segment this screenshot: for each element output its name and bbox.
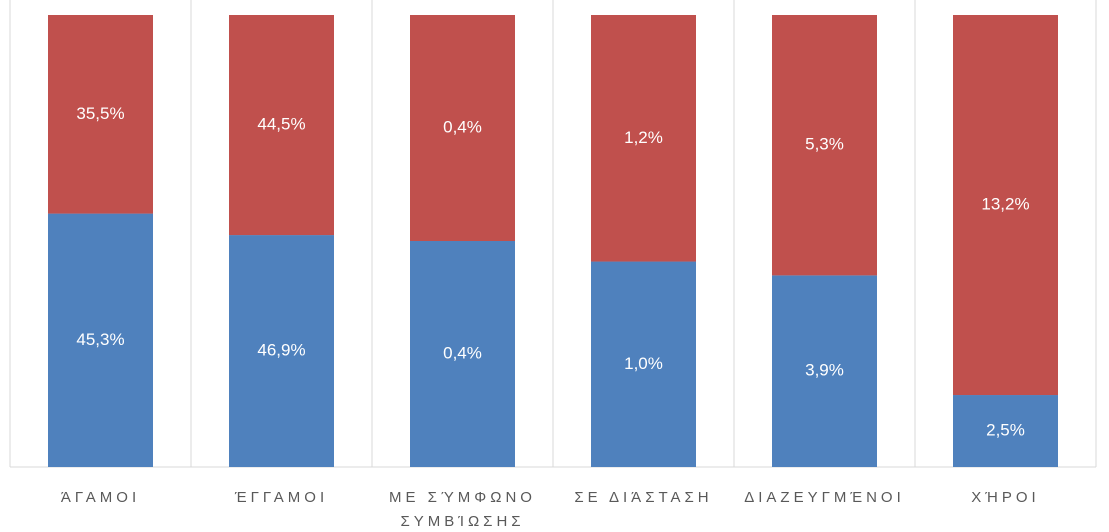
x-tick-label: ΆΓΑΜΟΙ <box>60 489 141 506</box>
bar-segment <box>229 235 334 467</box>
data-label: 44,5% <box>257 115 305 134</box>
data-label: 5,3% <box>805 135 844 154</box>
bar-segment <box>48 213 153 467</box>
data-label: 0,4% <box>443 343 482 362</box>
data-label: 13,2% <box>981 194 1029 213</box>
data-label: 35,5% <box>76 104 124 123</box>
bar-segment <box>591 15 696 262</box>
bar-segment <box>591 261 696 467</box>
bar-segment <box>410 241 515 467</box>
bar-segment <box>48 15 153 214</box>
bar-segment <box>229 15 334 236</box>
bar-segment <box>772 275 877 467</box>
bar-segment <box>410 15 515 241</box>
x-tick-label: ΣΕ ΔΙΆΣΤΑΣΗ <box>574 489 713 506</box>
data-label: 45,3% <box>76 330 124 349</box>
x-tick-label: ΧΉΡΟΙ <box>971 489 1040 506</box>
data-label: 1,2% <box>624 128 663 147</box>
x-tick-label: ΜΕ ΣΎΜΦΩΝΟ ΣΥΜΒΊΩΣΗΣ <box>389 489 536 530</box>
data-label: 0,4% <box>443 117 482 136</box>
x-tick-label: ΔΙΑΖΕΥΓΜΈΝΟΙ <box>744 489 905 506</box>
data-label: 2,5% <box>986 420 1025 439</box>
bar-segment <box>953 395 1058 467</box>
bar-segment <box>772 15 877 276</box>
bar-segment <box>953 15 1058 396</box>
x-tick-label: ΈΓΓΑΜΟΙ <box>234 489 329 506</box>
data-label: 1,0% <box>624 354 663 373</box>
data-label: 46,9% <box>257 341 305 360</box>
data-label: 3,9% <box>805 361 844 380</box>
